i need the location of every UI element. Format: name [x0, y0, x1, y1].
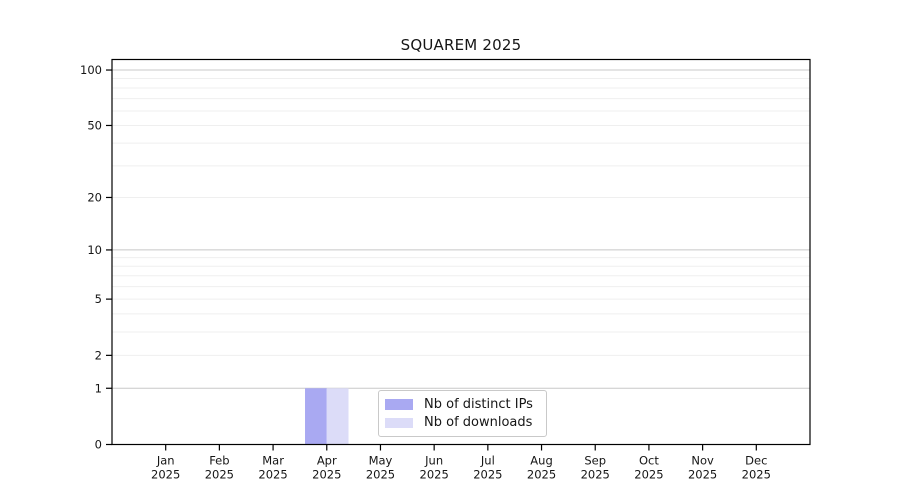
y-tick-label: 100 [80, 63, 102, 77]
x-tick-label-year: 2025 [151, 468, 180, 482]
x-tick-label-year: 2025 [742, 468, 771, 482]
x-tick-label-month: Sep [584, 454, 606, 468]
x-tick-label-month: May [369, 454, 393, 468]
x-tick-label-month: Aug [530, 454, 552, 468]
y-tick-label: 50 [87, 118, 102, 132]
x-tick-label-month: Jun [424, 454, 443, 468]
x-tick-label-year: 2025 [420, 468, 449, 482]
x-tick-label-month: Jul [480, 454, 495, 468]
legend-item-downloads: Nb of downloads [385, 414, 540, 432]
legend: Nb of distinct IPs Nb of downloads [378, 390, 547, 437]
y-tick-label: 10 [87, 243, 102, 257]
x-tick-label-year: 2025 [366, 468, 395, 482]
bar-distinct-ips [305, 388, 327, 445]
x-tick-label-month: Oct [639, 454, 659, 468]
x-tick-label-month: Nov [691, 454, 714, 468]
x-tick-label-year: 2025 [634, 468, 663, 482]
chart-title: SQUAREM 2025 [400, 36, 522, 54]
x-tick-label-month: Apr [317, 454, 337, 468]
y-tick-label: 20 [87, 190, 102, 204]
y-tick-label: 5 [95, 292, 102, 306]
x-tick-label-year: 2025 [258, 468, 287, 482]
x-tick-label-year: 2025 [688, 468, 717, 482]
legend-label-downloads: Nb of downloads [424, 415, 533, 431]
legend-swatch-downloads [385, 417, 413, 428]
x-tick-label-year: 2025 [527, 468, 556, 482]
x-tick-label-year: 2025 [473, 468, 502, 482]
legend-swatch-distinct-ips [385, 399, 413, 410]
legend-label-distinct-ips: Nb of distinct IPs [424, 396, 533, 412]
plot-border [111, 58, 811, 446]
y-tick-label: 2 [95, 348, 102, 362]
x-tick-label-year: 2025 [312, 468, 341, 482]
x-tick-label-year: 2025 [205, 468, 234, 482]
y-tick-label: 1 [95, 381, 102, 395]
x-tick-label-month: Jan [156, 454, 175, 468]
bar-downloads [326, 388, 349, 445]
legend-item-distinct-ips: Nb of distinct IPs [385, 395, 540, 413]
y-tick-label: 0 [95, 438, 102, 452]
x-tick-label-month: Feb [209, 454, 229, 468]
x-tick-label-year: 2025 [581, 468, 610, 482]
x-tick-label-month: Dec [745, 454, 767, 468]
x-tick-label-month: Mar [262, 454, 284, 468]
